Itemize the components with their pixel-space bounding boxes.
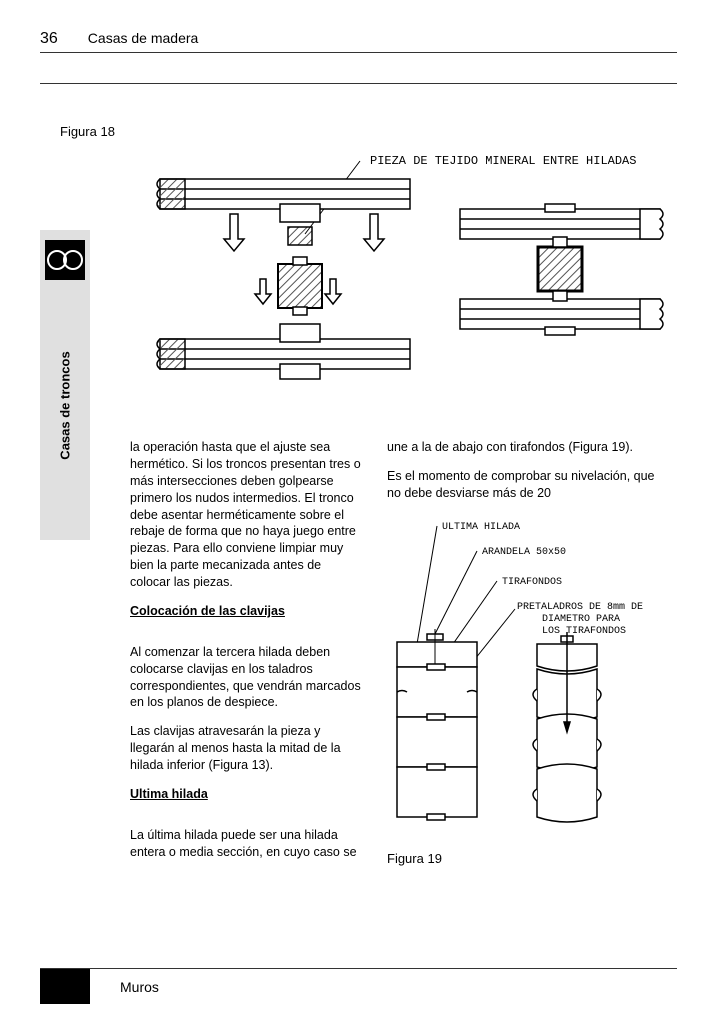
paragraph: Al comenzar la tercera hilada deben colo…	[130, 644, 362, 712]
divider	[40, 83, 677, 84]
sidebar: Casas de troncos	[40, 230, 90, 540]
page-number: 36	[40, 30, 58, 48]
sidebar-label: Casas de troncos	[58, 351, 73, 459]
figure-18-diagram: PIEZA DE TEJIDO MINERAL ENTRE HILADAS	[130, 149, 677, 419]
fig18-callout: PIEZA DE TEJIDO MINERAL ENTRE HILADAS	[370, 154, 636, 168]
svg-text:LOS TIRAFONDOS: LOS TIRAFONDOS	[542, 626, 626, 637]
svg-text:ULTIMA HILADA: ULTIMA HILADA	[442, 522, 520, 533]
svg-text:DIAMETRO PARA: DIAMETRO PARA	[542, 614, 620, 625]
footer-block-icon	[40, 969, 90, 1004]
paragraph: La última hilada puede ser una hilada en…	[130, 827, 362, 861]
paragraph: une a la de abajo con tirafondos (Figura…	[387, 439, 657, 456]
left-column: la operación hasta que el ajuste sea her…	[130, 439, 362, 873]
log-cross-icon	[45, 240, 85, 280]
paragraph: la operación hasta que el ajuste sea her…	[130, 439, 362, 591]
header-title: Casas de madera	[88, 30, 199, 46]
right-column: une a la de abajo con tirafondos (Figura…	[387, 439, 657, 873]
paragraph: Las clavijas atravesarán la pieza y lleg…	[130, 723, 362, 774]
footer-label: Muros	[120, 979, 159, 995]
page-footer: Muros	[40, 968, 677, 1004]
svg-text:ARANDELA 50x50: ARANDELA 50x50	[482, 547, 566, 558]
figure-19-diagram: ULTIMA HILADA ARANDELA 50x50 TIRAFONDOS …	[387, 514, 657, 844]
paragraph: Es el momento de comprobar su nivelación…	[387, 468, 657, 502]
svg-text:TIRAFONDOS: TIRAFONDOS	[502, 577, 562, 588]
subheading-ultima: Ultima hilada	[130, 786, 208, 803]
subheading-clavijas: Colocación de las clavijas	[130, 603, 285, 620]
figure-19-label: Figura 19	[387, 850, 657, 868]
svg-text:PRETALADROS DE 8mm DE: PRETALADROS DE 8mm DE	[517, 602, 643, 613]
figure-18-label: Figura 18	[60, 124, 677, 139]
page-header: 36 Casas de madera	[40, 30, 677, 53]
